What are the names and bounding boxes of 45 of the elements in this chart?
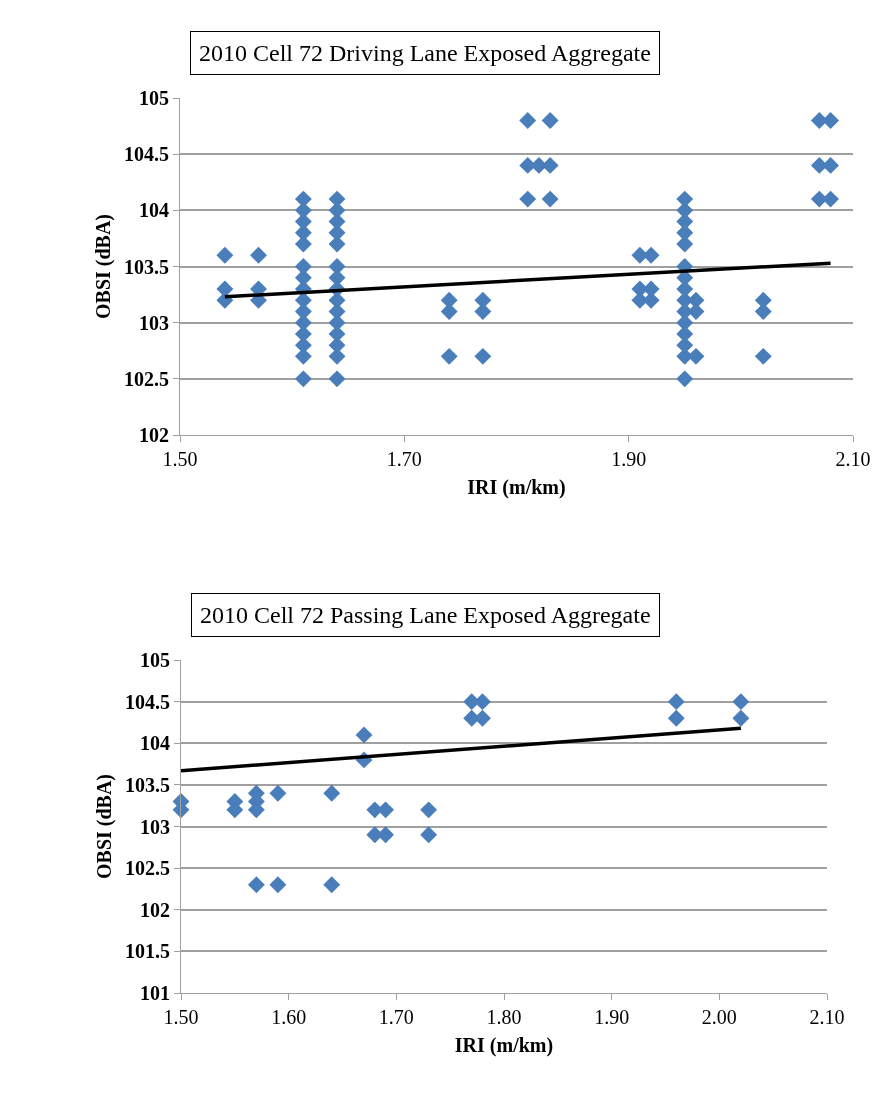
y-tick-label: 105 — [140, 649, 170, 671]
point — [420, 801, 438, 819]
x-tick-label: 1.60 — [271, 1006, 307, 1028]
y-tick-label: 102.5 — [125, 857, 170, 880]
x-tick-label: 1.50 — [162, 448, 198, 470]
point — [732, 693, 750, 711]
point — [667, 709, 685, 727]
x-tick-label: 1.90 — [611, 448, 647, 470]
y-tick-label: 101.5 — [125, 940, 170, 963]
x-tick-label: 1.70 — [386, 448, 422, 470]
x-tick-label: 1.70 — [378, 1006, 414, 1028]
point — [355, 726, 373, 744]
point — [323, 876, 341, 894]
y-tick-label: 102 — [140, 898, 170, 921]
chart-title: 2010 Cell 72 Passing Lane Exposed Aggregate — [200, 602, 651, 628]
point — [667, 693, 685, 711]
y-tick-label: 103.5 — [125, 773, 170, 796]
y-tick-label: 104 — [140, 732, 170, 755]
x-tick-label: 1.80 — [486, 1006, 522, 1028]
point — [732, 709, 750, 727]
point — [420, 826, 438, 844]
y-tick-label: 104.5 — [125, 690, 170, 713]
y-axis-title: OBSI (dBA) — [91, 213, 115, 320]
y-tick-label: 103.5 — [124, 255, 169, 278]
y-tick-label: 103 — [140, 815, 170, 838]
y-tick-label: 105 — [139, 87, 169, 109]
x-tick-label: 1.50 — [163, 1006, 199, 1028]
point — [323, 784, 341, 802]
y-tick-label: 103 — [139, 311, 169, 334]
y-tick-label: 104.5 — [124, 143, 169, 166]
point — [269, 876, 287, 894]
x-tick-label: 2.10 — [835, 448, 871, 470]
y-axis-title: OBSI (dBA) — [92, 773, 116, 880]
y-tick-label: 102.5 — [124, 367, 169, 390]
x-axis-title: IRI (m/km) — [467, 475, 566, 499]
x-tick-label: 2.00 — [701, 1006, 737, 1028]
x-axis-title: IRI (m/km) — [454, 1033, 554, 1057]
x-tick-label: 1.90 — [594, 1006, 630, 1028]
chart-title: 2010 Cell 72 Driving Lane Exposed Aggregate — [199, 40, 651, 66]
point — [247, 876, 265, 894]
point — [269, 784, 287, 802]
x-tick-label: 2.10 — [809, 1006, 845, 1028]
y-tick-label: 104 — [139, 199, 169, 222]
y-tick-label: 102 — [139, 424, 169, 446]
y-tick-label: 101 — [140, 982, 170, 1004]
